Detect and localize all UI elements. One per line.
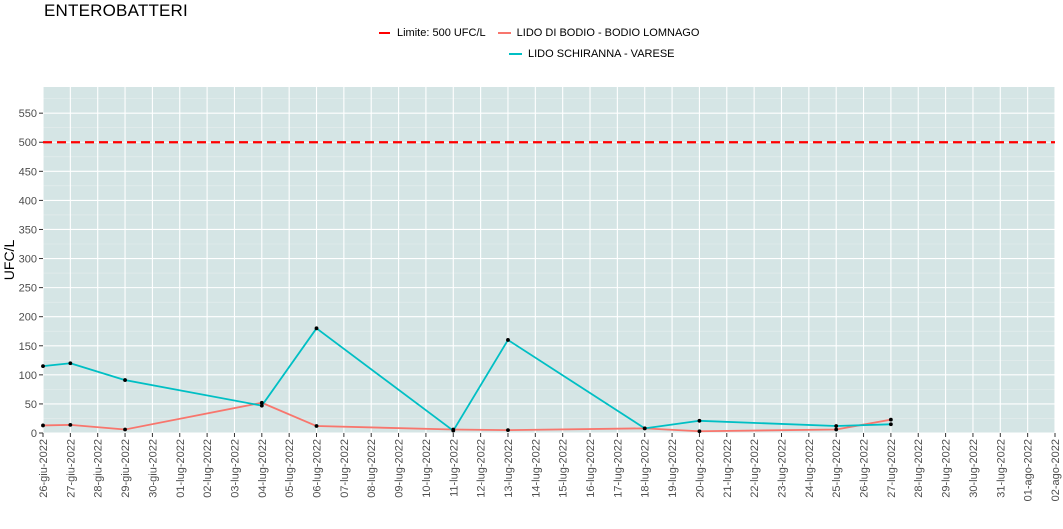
x-tick-label: 25-lug-2022 — [831, 439, 843, 498]
y-tick-label: 0 — [31, 428, 37, 440]
grid-minor — [43, 98, 1055, 419]
x-tick-label: 01-ago-2022 — [1023, 439, 1035, 501]
x-tick-label: 30-lug-2022 — [968, 439, 980, 498]
y-tick-label: 550 — [19, 108, 37, 120]
x-tick-label: 19-lug-2022 — [667, 439, 679, 498]
legend-label-threshold: Limite: 500 UFC/L — [397, 26, 486, 39]
data-point-series-1 — [888, 422, 893, 427]
x-tick-label: 27-lug-2022 — [886, 439, 898, 498]
y-axis: 0 50 100 150 200 250 300 350 400 450 500 550 — [19, 108, 43, 440]
data-point-series-0 — [888, 417, 893, 422]
legend-label-bodio: LIDO DI BODIO - BODIO LOMNAGO — [516, 26, 700, 39]
chart-legend: Limite: 500 UFC/L LIDO DI BODIO - BODIO … — [376, 22, 709, 64]
x-tick-label: 23-lug-2022 — [776, 439, 788, 498]
legend-key-threshold — [376, 24, 393, 41]
y-tick-label: 350 — [19, 224, 37, 236]
y-tick-label: 450 — [19, 166, 37, 178]
legend-item-schiranna: LIDO SCHIRANNA - VARESE — [507, 45, 675, 62]
y-tick-label: 500 — [19, 137, 37, 149]
x-tick-label: 04-lug-2022 — [257, 439, 269, 498]
y-tick-label: 400 — [19, 195, 37, 207]
x-tick-label: 28-giu-2022 — [93, 439, 105, 498]
y-tick-label: 300 — [19, 254, 37, 266]
x-tick-label: 20-lug-2022 — [694, 439, 706, 498]
data-point-series-0 — [506, 428, 510, 432]
x-tick-label: 01-lug-2022 — [175, 439, 187, 498]
x-tick-label: 11-lug-2022 — [448, 439, 460, 497]
x-axis: 26-giu-2022 27-giu-2022 28-giu-2022 29-giu-… — [38, 433, 1062, 501]
legend-item-bodio: LIDO DI BODIO - BODIO LOMNAGO — [496, 24, 700, 41]
x-tick-label: 06-lug-2022 — [312, 439, 324, 498]
data-point-series-1 — [259, 403, 264, 408]
x-tick-label: 05-lug-2022 — [284, 439, 296, 498]
data-point-series-1 — [314, 326, 319, 331]
x-tick-label: 31-lug-2022 — [995, 439, 1007, 498]
x-tick-label: 27-giu-2022 — [65, 439, 77, 498]
legend-key-bodio — [496, 24, 513, 41]
data-point-series-1 — [506, 338, 510, 342]
x-tick-label: 16-lug-2022 — [585, 439, 597, 498]
data-point-series-0 — [697, 429, 702, 434]
x-tick-label: 26-lug-2022 — [859, 439, 871, 498]
data-point-series-1 — [41, 364, 45, 369]
x-tick-label: 10-lug-2022 — [421, 439, 433, 498]
x-tick-label: 18-lug-2022 — [640, 439, 652, 498]
data-point-series-0 — [41, 423, 45, 428]
y-tick-label: 50 — [25, 399, 37, 411]
data-point-series-0 — [834, 427, 839, 432]
x-tick-label: 29-lug-2022 — [941, 439, 953, 498]
x-tick-label: 21-lug-2022 — [722, 439, 734, 498]
x-tick-label: 26-giu-2022 — [38, 439, 50, 498]
x-tick-label: 08-lug-2022 — [366, 439, 378, 498]
legend-item-threshold: Limite: 500 UFC/L — [376, 24, 486, 41]
data-point-series-1 — [697, 418, 702, 423]
data-point-series-1 — [642, 426, 647, 431]
y-tick-label: 250 — [19, 283, 37, 295]
x-tick-label: 09-lug-2022 — [394, 439, 406, 498]
x-tick-label: 24-lug-2022 — [804, 439, 816, 498]
x-tick-label: 29-giu-2022 — [120, 439, 132, 498]
data-point-series-0 — [123, 427, 127, 432]
data-point-series-1 — [451, 428, 456, 433]
x-tick-label: 17-lug-2022 — [612, 439, 624, 498]
plot-panel — [43, 87, 1055, 433]
x-tick-label: 22-lug-2022 — [749, 439, 761, 498]
data-point-series-0 — [259, 400, 264, 405]
data-point-series-1 — [68, 361, 73, 366]
legend-key-schiranna — [507, 45, 524, 62]
x-tick-label: 13-lug-2022 — [503, 439, 515, 498]
chart-title: ENTEROBATTERI — [44, 1, 188, 20]
y-tick-label: 100 — [19, 370, 37, 382]
data-point-series-1 — [123, 378, 127, 382]
x-tick-label: 02-ago-2022 — [1050, 439, 1062, 501]
x-tick-label: 15-lug-2022 — [558, 439, 570, 498]
y-tick-label: 200 — [19, 312, 37, 324]
x-tick-label: 03-lug-2022 — [229, 439, 241, 498]
data-point-series-0 — [314, 424, 319, 428]
x-tick-label: 07-lug-2022 — [339, 439, 351, 498]
y-axis-label: UFC/L — [1, 240, 17, 281]
x-tick-label: 12-lug-2022 — [476, 439, 488, 498]
series-group — [41, 326, 893, 434]
data-point-series-1 — [834, 424, 839, 428]
data-point-series-0 — [68, 422, 73, 427]
x-tick-label: 28-lug-2022 — [913, 439, 925, 498]
x-tick-label: 02-lug-2022 — [202, 439, 214, 498]
x-tick-label: 14-lug-2022 — [530, 439, 542, 498]
y-tick-label: 150 — [19, 341, 37, 353]
x-tick-label: 30-giu-2022 — [147, 439, 159, 498]
legend-label-schiranna: LIDO SCHIRANNA - VARESE — [528, 47, 675, 60]
